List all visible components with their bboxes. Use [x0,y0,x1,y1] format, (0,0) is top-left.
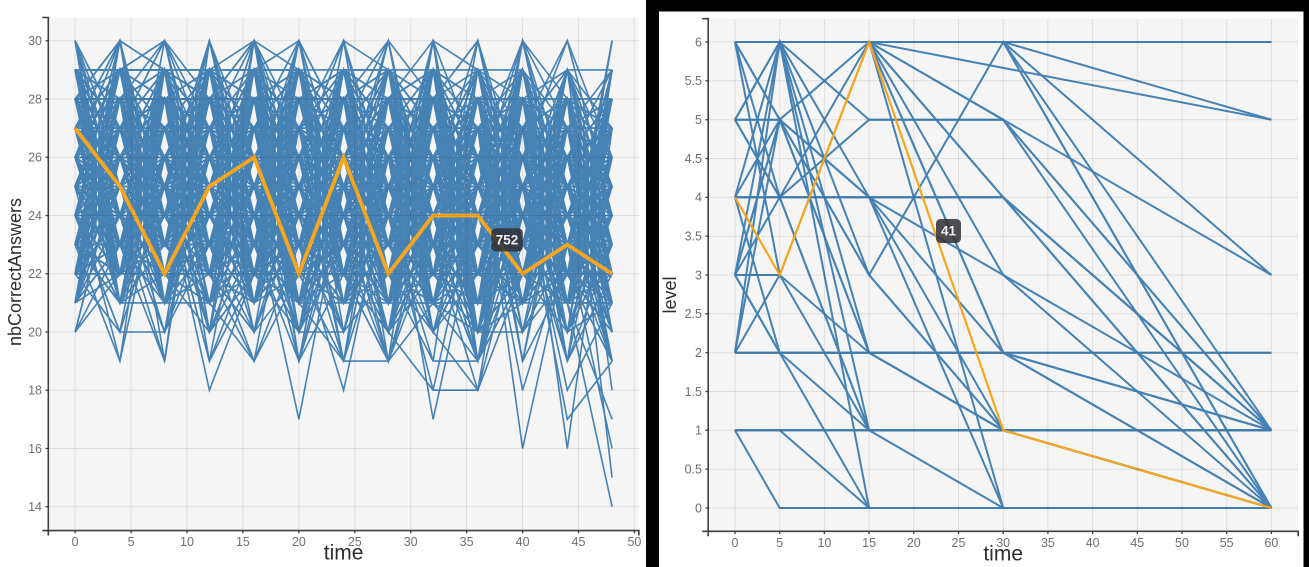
svg-text:5: 5 [128,535,135,549]
svg-text:0: 0 [695,501,702,515]
svg-text:15: 15 [236,535,250,549]
svg-text:level: level [660,276,680,313]
svg-text:26: 26 [28,151,42,165]
svg-text:6: 6 [695,35,702,49]
svg-text:35: 35 [460,535,474,549]
svg-text:1.5: 1.5 [685,385,702,399]
svg-text:60: 60 [1264,536,1278,550]
svg-text:5: 5 [695,113,702,127]
svg-text:0.5: 0.5 [685,463,702,477]
svg-text:55: 55 [1220,536,1234,550]
svg-text:18: 18 [28,384,42,398]
svg-text:30: 30 [404,535,418,549]
svg-text:4: 4 [695,191,702,205]
svg-text:35: 35 [1041,536,1055,550]
svg-text:5: 5 [776,536,783,550]
svg-text:25: 25 [348,535,362,549]
svg-text:30: 30 [28,34,42,48]
svg-text:0: 0 [72,535,79,549]
svg-text:24: 24 [28,209,42,223]
svg-text:4.5: 4.5 [685,152,702,166]
svg-text:30: 30 [996,536,1010,550]
svg-text:5.5: 5.5 [685,74,702,88]
svg-text:0: 0 [732,536,739,550]
svg-text:45: 45 [1130,536,1144,550]
svg-text:time: time [324,542,364,565]
svg-text:2.5: 2.5 [685,307,702,321]
svg-text:1: 1 [695,424,702,438]
svg-text:40: 40 [516,535,530,549]
svg-text:2: 2 [695,346,702,360]
svg-text:10: 10 [180,535,194,549]
svg-text:22: 22 [28,267,42,281]
svg-text:50: 50 [1175,536,1189,550]
svg-text:25: 25 [952,536,966,550]
svg-text:752: 752 [496,233,519,248]
svg-text:14: 14 [28,500,42,514]
svg-text:41: 41 [941,224,957,239]
svg-text:50: 50 [627,535,641,549]
svg-text:time: time [983,543,1023,566]
svg-text:3.5: 3.5 [685,230,702,244]
svg-text:28: 28 [28,92,42,106]
svg-text:16: 16 [28,442,42,456]
svg-text:10: 10 [817,536,831,550]
svg-text:3: 3 [695,268,702,282]
svg-text:40: 40 [1086,536,1100,550]
svg-text:nbCorrectAnswers: nbCorrectAnswers [5,198,25,346]
svg-text:20: 20 [28,325,42,339]
svg-text:15: 15 [862,536,876,550]
svg-text:20: 20 [907,536,921,550]
svg-text:45: 45 [572,535,586,549]
svg-text:20: 20 [292,535,306,549]
